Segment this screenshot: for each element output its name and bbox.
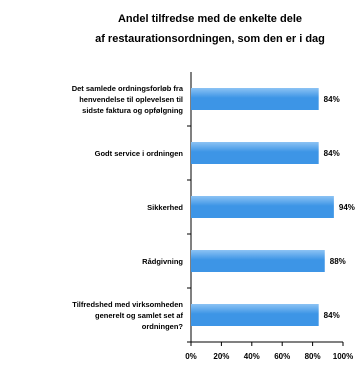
x-tick-label: 60%	[274, 352, 290, 361]
data-label: 84%	[324, 149, 340, 158]
x-tick-label: 100%	[333, 352, 353, 361]
chart-title-line-2: af restaurationsordningen, som den er i …	[95, 33, 325, 45]
data-label: 84%	[324, 95, 340, 104]
data-label: 94%	[339, 203, 355, 212]
bar	[191, 142, 319, 164]
x-tick-label: 80%	[305, 352, 321, 361]
category-label: Rådgivning	[142, 257, 183, 266]
x-tick-label: 0%	[185, 352, 197, 361]
bar	[191, 250, 325, 272]
category-label: Det samlede ordningsforløb fra henvendels…	[72, 84, 184, 115]
bar	[191, 196, 334, 218]
chart-title-line-1: Andel tilfredse med de enkelte dele	[118, 13, 302, 25]
bar	[191, 304, 319, 326]
category-label: Tilfredshed med virksomheden generelt og …	[72, 300, 183, 331]
data-label: 88%	[330, 257, 346, 266]
category-label: Sikkerhed	[147, 203, 183, 212]
x-tick-label: 20%	[213, 352, 229, 361]
x-tick-label: 40%	[244, 352, 260, 361]
bar	[191, 88, 319, 110]
data-label: 84%	[324, 311, 340, 320]
category-label: Godt service i ordningen	[95, 149, 184, 158]
